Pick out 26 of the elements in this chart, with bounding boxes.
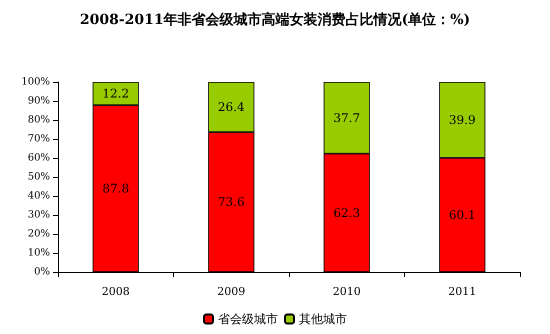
data-label: 60.1 bbox=[448, 208, 476, 222]
x-tick-label: 2008 bbox=[102, 285, 130, 298]
data-label: 26.4 bbox=[218, 100, 245, 114]
y-tick-label: 50% bbox=[28, 172, 50, 182]
y-tick-label: 0% bbox=[34, 266, 50, 278]
y-tick-label: 60% bbox=[28, 152, 50, 164]
y-tick-label: 100% bbox=[21, 76, 50, 88]
y-tick-label: 30% bbox=[28, 210, 50, 220]
x-tick-label: 2009 bbox=[217, 285, 246, 298]
data-label: 39.9 bbox=[448, 112, 476, 127]
y-tick-label: 70% bbox=[28, 134, 50, 144]
data-label: 87.8 bbox=[102, 182, 130, 196]
legend-label: 省会级城市 bbox=[218, 312, 278, 326]
data-label: 73.6 bbox=[218, 195, 245, 210]
y-tick-label: 20% bbox=[28, 228, 50, 240]
data-label: 62.3 bbox=[333, 206, 360, 220]
y-tick-label: 90% bbox=[28, 96, 50, 106]
y-tick-label: 40% bbox=[28, 190, 50, 202]
x-tick-label: 2010 bbox=[332, 285, 361, 298]
legend-label: 其他城市 bbox=[299, 312, 347, 326]
data-label: 37.7 bbox=[333, 110, 360, 125]
y-tick-label: 80% bbox=[28, 114, 50, 126]
chart-title: 2008-2011年非省会级城市高端女装消费占比情况(单位：%) bbox=[80, 11, 470, 28]
y-tick-label: 10% bbox=[28, 248, 50, 258]
x-tick-label: 2011 bbox=[448, 285, 476, 298]
data-label: 12.2 bbox=[102, 86, 130, 101]
